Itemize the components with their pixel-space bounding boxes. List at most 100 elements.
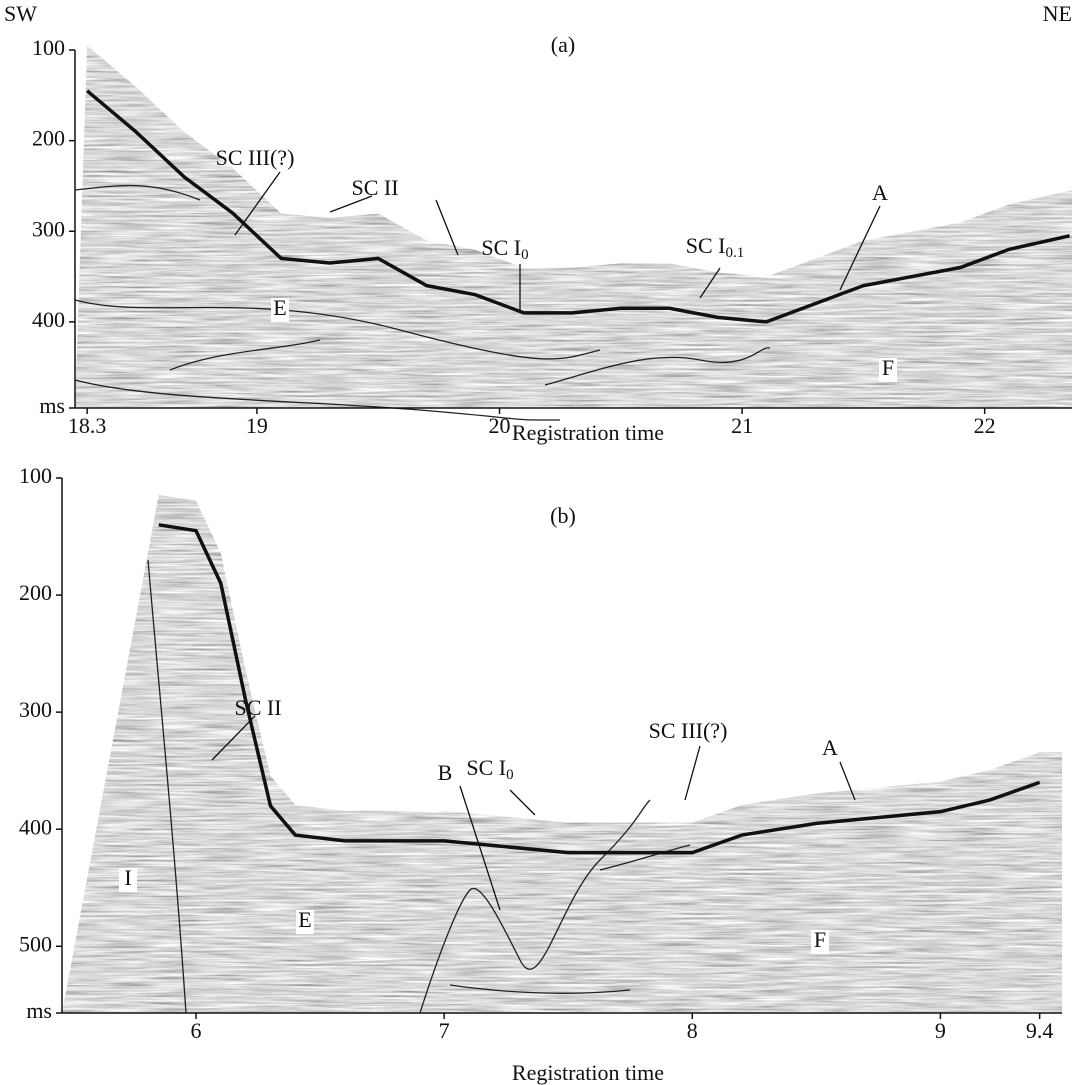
y-tick-label: 400 [19,814,52,839]
annotation-text: SC I [466,755,506,780]
y-tick-label: 100 [32,35,65,60]
reflector [419,799,651,1014]
leader-line [234,171,281,236]
leader-line [839,761,856,801]
annotation: SC I0.1 [686,233,745,261]
direction-label: NE [1043,1,1072,26]
annotation: SC I0 [466,755,513,783]
annotation-text: A [872,180,888,205]
annotation-text: SC I [481,235,521,260]
annotation-text: E [273,295,286,320]
annotation: B [438,760,453,785]
annotation-label: F [882,355,894,380]
annotation-label: SC II [234,695,281,720]
x-tick-label: 21 [731,413,753,438]
annotation: SC III(?) [649,718,728,743]
annotation-text: A [822,735,838,760]
annotation-label: SC III(?) [216,145,295,170]
annotation: SC II [351,175,398,200]
x-tick-label: 18.3 [68,413,107,438]
annotation-text: F [814,927,826,952]
annotation: F [811,927,829,954]
annotation-text: B [438,760,453,785]
annotation: F [879,355,897,382]
annotation-label: A [872,180,888,205]
seismic-background [75,45,1072,408]
annotation-subscript: 0 [506,767,514,783]
x-tick-label: 7 [439,1018,450,1043]
annotation: A [872,180,888,205]
y-tick-label: ms [39,393,65,418]
annotation-text: SC II [351,175,398,200]
y-tick-label: 100 [19,463,52,488]
annotation-label: E [298,907,311,932]
y-tick-label: ms [26,998,52,1023]
annotation-label: SC I0 [481,235,528,263]
annotation: SC II [234,695,281,720]
annotation-text: SC III(?) [649,718,728,743]
reflector [74,299,601,360]
annotation: SC I0 [481,235,528,263]
leader-line [211,715,256,761]
x-tick-label: 9.4 [1026,1018,1054,1043]
y-tick-label: 300 [19,697,52,722]
leader-line [839,205,881,291]
reflector [599,844,691,871]
annotation: SC III(?) [216,145,295,170]
reflector-line [86,89,1070,324]
reflector [74,184,201,201]
x-tick-label: 22 [974,413,996,438]
annotation-subscript: 0 [521,247,529,263]
annotation-label: A [822,735,838,760]
x-tick-label: 20 [489,413,511,438]
x-tick-label: 9 [935,1018,946,1043]
y-tick-label: 300 [32,216,65,241]
label-box [296,910,314,934]
leader-line [699,267,721,299]
annotation-text: E [298,907,311,932]
label-box [811,930,829,954]
leader-line [459,785,501,911]
annotation-label: E [273,295,286,320]
annotation-text: I [124,865,131,890]
y-tick-label: 400 [32,307,65,332]
annotation-label: F [814,927,826,952]
y-tick-label: 500 [19,931,52,956]
annotation-label: I [124,865,131,890]
annotation-text: F [882,355,894,380]
panel-label: (a) [551,32,575,57]
annotation: E [296,907,314,934]
label-box [271,298,289,322]
x-tick-label: 19 [246,413,268,438]
annotation-label: SC II [351,175,398,200]
annotation: A [822,735,838,760]
annotation-label: SC I0 [466,755,513,783]
annotation-text: SC II [234,695,281,720]
annotation-label: SC III(?) [649,718,728,743]
x-axis-title: Registration time [512,1060,664,1085]
reflector [449,984,631,994]
reflector [169,339,321,371]
label-box [119,868,137,892]
annotation-label: SC I0.1 [686,233,745,261]
y-tick-label: 200 [32,126,65,151]
leader-line [329,195,373,213]
annotation-label: B [438,760,453,785]
x-tick-label: 6 [190,1018,201,1043]
annotation-text: SC I [686,233,726,258]
x-axis-title: Registration time [512,420,664,445]
direction-label: SW [4,1,37,26]
label-box [879,358,897,382]
reflector-line [158,523,1041,855]
reflector [544,347,771,386]
reflector [147,559,187,1014]
annotation: E [271,295,289,322]
annotation: I [119,865,137,892]
x-tick-label: 8 [687,1018,698,1043]
panel-label: (b) [550,503,576,528]
leader-line [509,789,536,816]
leader-line [435,199,459,256]
y-tick-label: 200 [19,580,52,605]
